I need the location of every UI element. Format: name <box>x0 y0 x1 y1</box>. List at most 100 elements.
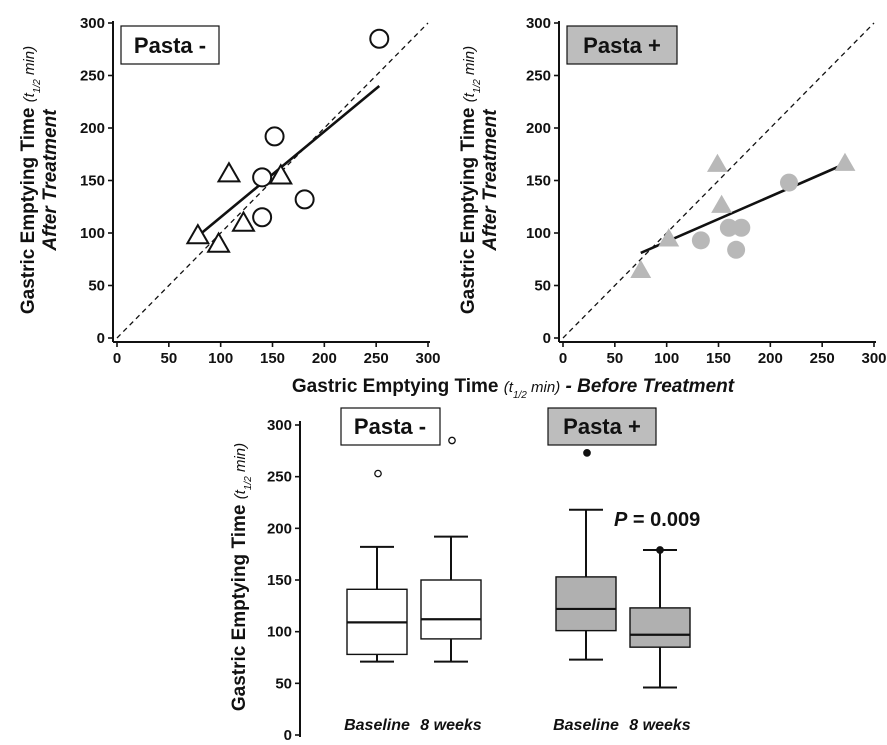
box-iqr <box>629 607 691 648</box>
triangle-point <box>711 194 733 213</box>
circle-point <box>264 126 285 147</box>
panel-b-label-box: Pasta + <box>566 25 678 65</box>
outlier-point <box>374 469 382 478</box>
panel-c-group-label-2: Pasta + <box>547 407 657 446</box>
y-tick-label: 0 <box>543 330 551 347</box>
y-tick-label: 300 <box>526 15 551 32</box>
scatter-panel-pasta-plus: 00 50 50 100 100 150 150 200 200 250 250 300 300 Pas… <box>458 15 887 367</box>
category-label: Baseline <box>553 717 619 734</box>
panel-c-group-label-pasta-minus: Pasta - <box>354 414 426 439</box>
y-tick-label: 250 <box>526 68 551 85</box>
y-tick-label: 200 <box>80 120 105 137</box>
panel-b-lines <box>562 22 875 339</box>
y-tick-label: 100 <box>526 225 551 242</box>
x-tick-label: 0 <box>113 350 121 367</box>
box-panel: 0 50 100 150 200 250 300 Pasta - Pasta + P = 0… <box>229 407 700 744</box>
panel-b-axes <box>558 21 876 343</box>
panel-b-points <box>630 152 856 278</box>
panel-b-ticks: 00 50 50 100 100 150 150 200 200 250 250 300 300 <box>526 15 887 367</box>
y-tick-label: 150 <box>267 572 292 589</box>
box-2 <box>420 436 482 663</box>
x-tick-label: 300 <box>861 350 886 367</box>
circle-point <box>727 240 746 259</box>
triangle-point <box>216 161 242 183</box>
box-1 <box>346 469 408 663</box>
x-tick-label: 250 <box>810 350 835 367</box>
box-iqr <box>555 576 617 632</box>
triangle-point <box>268 163 293 185</box>
y-tick-label: 100 <box>80 225 105 242</box>
regression-line <box>197 84 381 238</box>
panel-a-label-box: Pasta - <box>120 25 220 65</box>
panel-a-ylabel: Gastric Emptying Time (t1/2 min) <box>18 46 43 314</box>
circle-point <box>369 28 390 49</box>
y-tick-label: 50 <box>88 278 105 295</box>
triangle-point <box>185 223 211 245</box>
panel-a-label: Pasta - <box>134 33 206 58</box>
circle-point <box>779 173 798 192</box>
triangle-point <box>231 210 256 232</box>
x-tick-label: 100 <box>654 350 679 367</box>
category-label: 8 weeks <box>420 717 481 734</box>
y-tick-label: 250 <box>80 68 105 85</box>
y-tick-label: 250 <box>267 469 292 486</box>
y-tick-label: 200 <box>526 120 551 137</box>
panel-a-ticks: 00 50 50 100 100 150 150 200 200 250 250 300 300 <box>80 15 441 367</box>
triangle-point <box>658 228 680 247</box>
circle-point <box>691 231 710 250</box>
circle-point <box>252 207 273 228</box>
panel-a-lines <box>116 22 429 339</box>
panel-b-ylabel-line2: After Treatment <box>480 109 501 252</box>
panel-c-ticks: 0 50 100 150 200 250 300 <box>267 417 300 744</box>
box-3 <box>555 449 617 661</box>
outlier-point <box>656 546 664 554</box>
panel-c-category-labels: Baseline 8 weeks Baseline 8 weeks <box>344 717 691 734</box>
x-tick-label: 300 <box>415 350 440 367</box>
panel-c-boxes <box>346 436 691 689</box>
category-label: Baseline <box>344 717 410 734</box>
circle-point <box>719 218 738 237</box>
panel-a-axes <box>112 21 430 343</box>
y-tick-label: 0 <box>97 330 105 347</box>
panel-c-ylabel: Gastric Emptying Time (t1/2 min) <box>229 443 254 711</box>
x-tick-label: 0 <box>559 350 567 367</box>
y-tick-label: 50 <box>534 278 551 295</box>
x-tick-label: 100 <box>208 350 233 367</box>
shared-xlabel: Gastric Emptying Time (t1/2 min) - Befor… <box>292 376 735 401</box>
outlier-point <box>583 449 591 457</box>
category-label: 8 weeks <box>629 717 690 734</box>
x-tick-label: 250 <box>364 350 389 367</box>
triangle-point <box>834 152 856 171</box>
x-tick-label: 200 <box>758 350 783 367</box>
y-tick-label: 150 <box>526 173 551 190</box>
circle-point <box>732 218 751 237</box>
x-tick-label: 150 <box>260 350 285 367</box>
panel-c-group-label-pasta-plus: Pasta + <box>563 414 641 439</box>
y-tick-label: 150 <box>80 173 105 190</box>
x-tick-label: 150 <box>706 350 731 367</box>
panel-b-label: Pasta + <box>583 33 661 58</box>
triangle-point <box>707 153 728 172</box>
y-tick-label: 100 <box>267 624 292 641</box>
y-tick-label: 0 <box>284 727 292 744</box>
x-tick-label: 50 <box>160 350 177 367</box>
x-tick-label: 50 <box>606 350 623 367</box>
box-iqr <box>420 579 482 640</box>
identity-line <box>116 22 429 339</box>
box-4 <box>629 546 691 689</box>
panel-b-ylabel: Gastric Emptying Time (t1/2 min) <box>458 46 483 314</box>
x-tick-label: 200 <box>312 350 337 367</box>
y-tick-label: 300 <box>80 15 105 32</box>
panel-a-points <box>185 28 390 253</box>
triangle-point <box>206 231 231 253</box>
p-value-annotation: P = 0.009 <box>614 509 700 531</box>
identity-line <box>562 22 875 339</box>
circle-point <box>294 189 315 210</box>
y-tick-label: 50 <box>275 675 292 692</box>
outlier-point <box>448 436 456 445</box>
circle-point <box>252 167 273 188</box>
scatter-panel-pasta-minus: 00 50 50 100 100 150 150 200 200 250 250 300 300 Pas… <box>18 15 441 367</box>
triangle-point <box>630 259 652 278</box>
y-tick-label: 300 <box>267 417 292 434</box>
